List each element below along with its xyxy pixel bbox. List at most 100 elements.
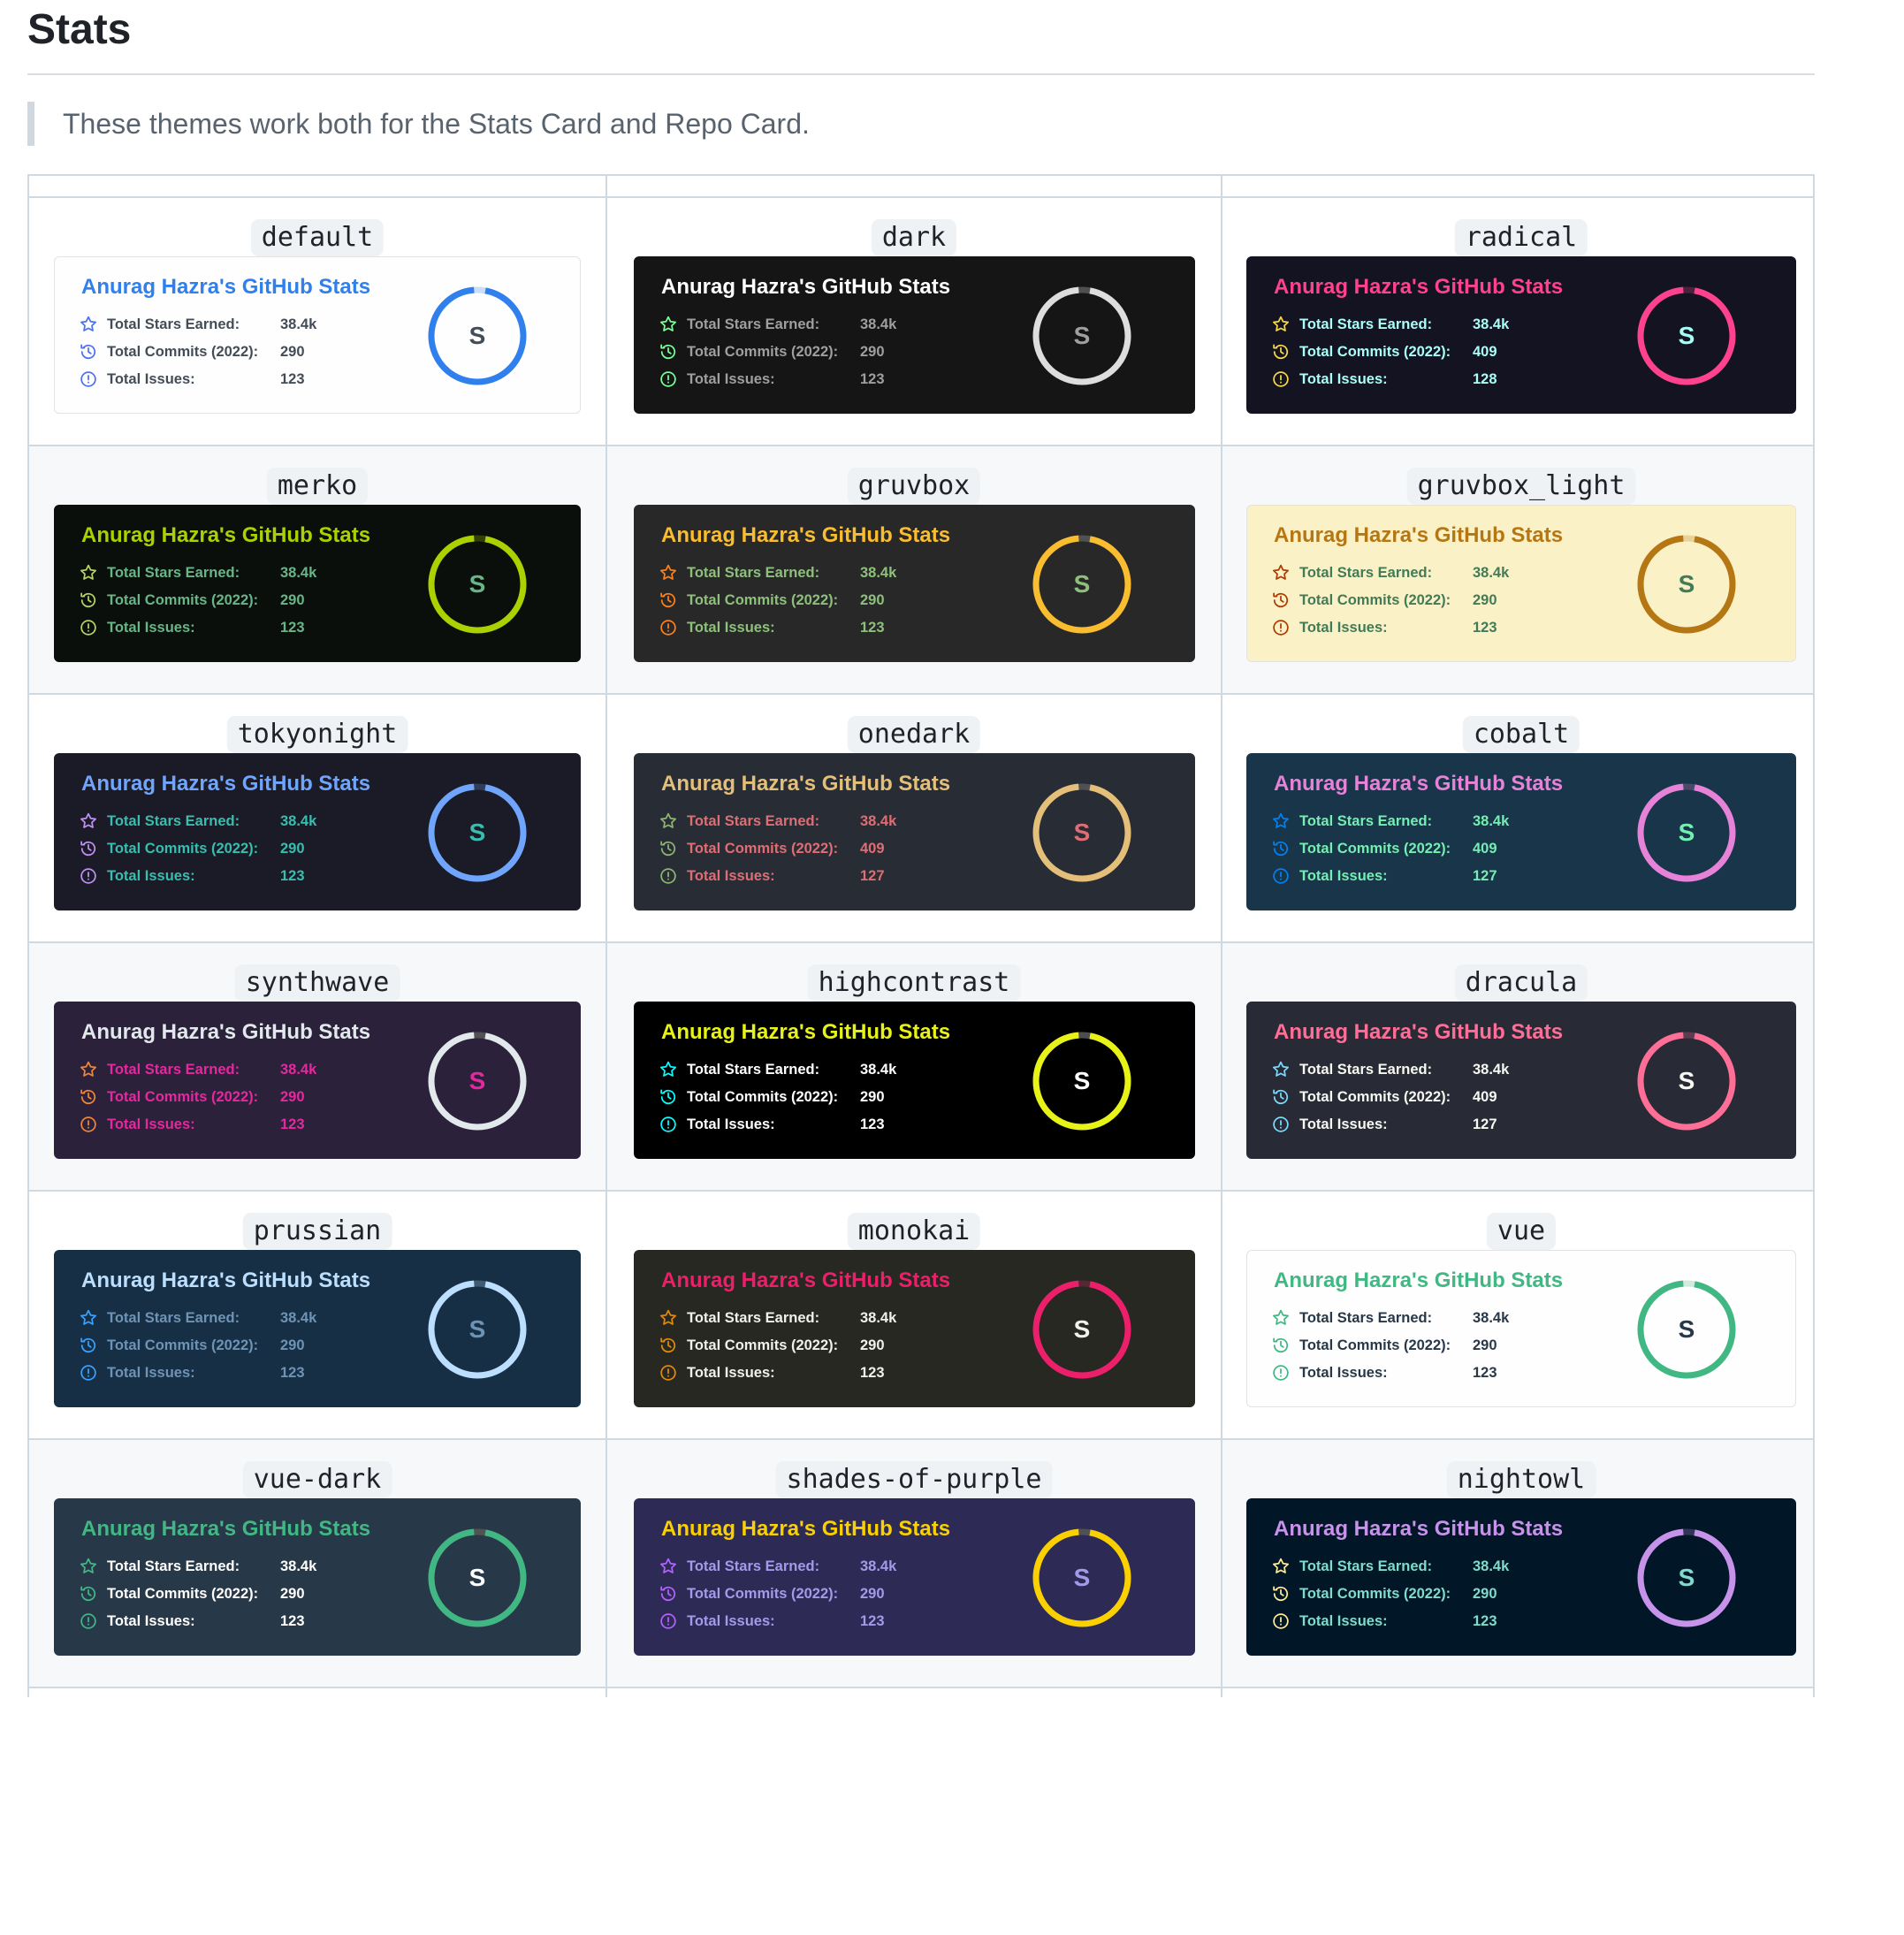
stat-row-commits: Total Commits (2022): 290 (1272, 590, 1497, 611)
stat-value-stars: 38.4k (860, 1558, 897, 1574)
stat-value-stars: 38.4k (280, 1309, 317, 1326)
star-icon (660, 1061, 676, 1077)
rank-ring: S (1031, 1278, 1133, 1381)
history-icon (80, 592, 96, 608)
stat-value-commits: 409 (1473, 343, 1497, 360)
history-icon (1273, 1089, 1289, 1105)
theme-name-tokyonight: tokyonight (226, 716, 408, 753)
stat-row-commits: Total Commits (2022): 290 (1272, 1335, 1497, 1356)
stat-row-stars: Total Stars Earned: 38.4k (659, 1556, 896, 1577)
stats-card-dracula[interactable]: Anurag Hazra's GitHub Stats Total Stars E… (1246, 1002, 1796, 1159)
stats-card-gruvbox_light[interactable]: Anurag Hazra's GitHub Stats Total Stars E… (1246, 505, 1796, 662)
stat-row-stars: Total Stars Earned: 38.4k (80, 811, 316, 832)
history-icon (660, 841, 676, 857)
stat-value-issues: 123 (1473, 619, 1497, 636)
issue-icon (80, 1365, 96, 1381)
rank-letter: S (1074, 1315, 1091, 1343)
stat-row-stars: Total Stars Earned: 38.4k (659, 562, 896, 583)
stats-card-merko[interactable]: Anurag Hazra's GitHub Stats Total Stars E… (54, 505, 581, 662)
star-icon (660, 1309, 676, 1325)
table-cell: gruvbox_light Anurag Hazra's GitHub Stats… (1222, 446, 1820, 693)
rank-letter: S (469, 1315, 486, 1343)
stat-label-commits: Total Commits (2022): (687, 591, 839, 608)
stat-value-issues: 123 (280, 867, 305, 884)
stats-card-default[interactable]: Anurag Hazra's GitHub Stats Total Stars E… (54, 256, 581, 414)
stat-label-issues: Total Issues: (1299, 1364, 1388, 1381)
table-cell: merko Anurag Hazra's GitHub Stats Total St… (29, 446, 605, 693)
stats-card-shades-of-purple[interactable]: Anurag Hazra's GitHub Stats Total Stars E… (634, 1498, 1195, 1656)
stat-label-stars: Total Stars Earned: (1299, 1309, 1433, 1326)
stats-card-cobalt[interactable]: Anurag Hazra's GitHub Stats Total Stars E… (1246, 753, 1796, 910)
stats-card-tokyonight[interactable]: Anurag Hazra's GitHub Stats Total Stars E… (54, 753, 581, 910)
stat-label-issues: Total Issues: (107, 370, 195, 387)
stat-row-commits: Total Commits (2022): 290 (80, 1086, 305, 1108)
table-row: vue-dark Anurag Hazra's GitHub Stats Total… (29, 1438, 1813, 1687)
star-icon (1273, 564, 1289, 580)
theme-name-shades-of-purple: shades-of-purple (775, 1461, 1053, 1498)
stat-label-commits: Total Commits (2022): (687, 1088, 839, 1105)
stat-label-issues: Total Issues: (107, 1612, 195, 1629)
star-icon (80, 1558, 96, 1573)
theme-name-nightowl: nightowl (1446, 1461, 1596, 1498)
stats-card-nightowl[interactable]: Anurag Hazra's GitHub Stats Total Stars E… (1246, 1498, 1796, 1656)
column-divider (605, 174, 607, 1697)
star-icon (80, 1309, 96, 1325)
stats-card-vue-dark[interactable]: Anurag Hazra's GitHub Stats Total Stars E… (54, 1498, 581, 1656)
table-cell: radical Anurag Hazra's GitHub Stats Total … (1222, 198, 1820, 445)
themes-table: default Anurag Hazra's GitHub Stats Total … (27, 174, 1815, 1697)
stats-card-onedark[interactable]: Anurag Hazra's GitHub Stats Total Stars E… (634, 753, 1195, 910)
stat-label-issues: Total Issues: (687, 1612, 775, 1629)
stats-card-gruvbox[interactable]: Anurag Hazra's GitHub Stats Total Stars E… (634, 505, 1195, 662)
history-icon (660, 344, 676, 360)
theme-name-dracula: dracula (1454, 964, 1588, 1002)
stat-label-commits: Total Commits (2022): (107, 1585, 259, 1602)
stat-value-issues: 123 (1473, 1612, 1497, 1629)
stat-label-stars: Total Stars Earned: (107, 564, 240, 581)
card-title: Anurag Hazra's GitHub Stats (661, 523, 951, 547)
stat-row-stars: Total Stars Earned: 38.4k (659, 811, 896, 832)
stat-value-stars: 38.4k (1473, 564, 1510, 581)
stats-card-vue[interactable]: Anurag Hazra's GitHub Stats Total Stars E… (1246, 1250, 1796, 1407)
issue-icon (80, 1116, 96, 1132)
table-row: merko Anurag Hazra's GitHub Stats Total St… (29, 445, 1813, 693)
stats-card-synthwave[interactable]: Anurag Hazra's GitHub Stats Total Stars E… (54, 1002, 581, 1159)
stats-card-monokai[interactable]: Anurag Hazra's GitHub Stats Total Stars E… (634, 1250, 1195, 1407)
stat-value-commits: 409 (1473, 840, 1497, 857)
rank-ring: S (1031, 533, 1133, 636)
stats-card-dark[interactable]: Anurag Hazra's GitHub Stats Total Stars E… (634, 256, 1195, 414)
stats-card-highcontrast[interactable]: Anurag Hazra's GitHub Stats Total Stars E… (634, 1002, 1195, 1159)
theme-name-default: default (250, 219, 385, 256)
stat-value-issues: 123 (1473, 1364, 1497, 1381)
stat-value-commits: 290 (860, 1585, 885, 1602)
issue-icon (80, 1613, 96, 1629)
stats-card-radical[interactable]: Anurag Hazra's GitHub Stats Total Stars E… (1246, 256, 1796, 414)
rank-ring: S (1031, 1527, 1133, 1629)
stats-card-prussian[interactable]: Anurag Hazra's GitHub Stats Total Stars E… (54, 1250, 581, 1407)
history-icon (1273, 344, 1289, 360)
issue-icon (1273, 1365, 1289, 1381)
stat-label-stars: Total Stars Earned: (107, 1558, 240, 1574)
card-title: Anurag Hazra's GitHub Stats (81, 1517, 371, 1541)
stat-value-stars: 38.4k (280, 1061, 317, 1078)
table-cell (1222, 1688, 1820, 1935)
stat-label-stars: Total Stars Earned: (107, 812, 240, 829)
stat-value-stars: 38.4k (860, 1061, 897, 1078)
blockquote-note: These themes work both for the Stats Car… (27, 102, 810, 146)
stat-label-commits: Total Commits (2022): (687, 343, 839, 360)
rank-ring: S (426, 781, 529, 884)
table-cell (29, 1688, 605, 1935)
history-icon (660, 1089, 676, 1105)
card-title: Anurag Hazra's GitHub Stats (1274, 275, 1564, 299)
rank-ring: S (426, 285, 529, 387)
stat-row-issues: Total Issues: 123 (80, 1611, 305, 1632)
stat-value-commits: 290 (1473, 1585, 1497, 1602)
stat-row-commits: Total Commits (2022): 409 (1272, 341, 1497, 362)
star-icon (1273, 316, 1289, 331)
stat-value-issues: 127 (1473, 1116, 1497, 1132)
stat-value-stars: 38.4k (280, 812, 317, 829)
star-icon (1273, 1061, 1289, 1077)
stat-label-commits: Total Commits (2022): (1299, 1088, 1451, 1105)
stat-value-stars: 38.4k (1473, 812, 1510, 829)
rank-letter: S (1679, 570, 1695, 598)
stat-label-stars: Total Stars Earned: (107, 1309, 240, 1326)
